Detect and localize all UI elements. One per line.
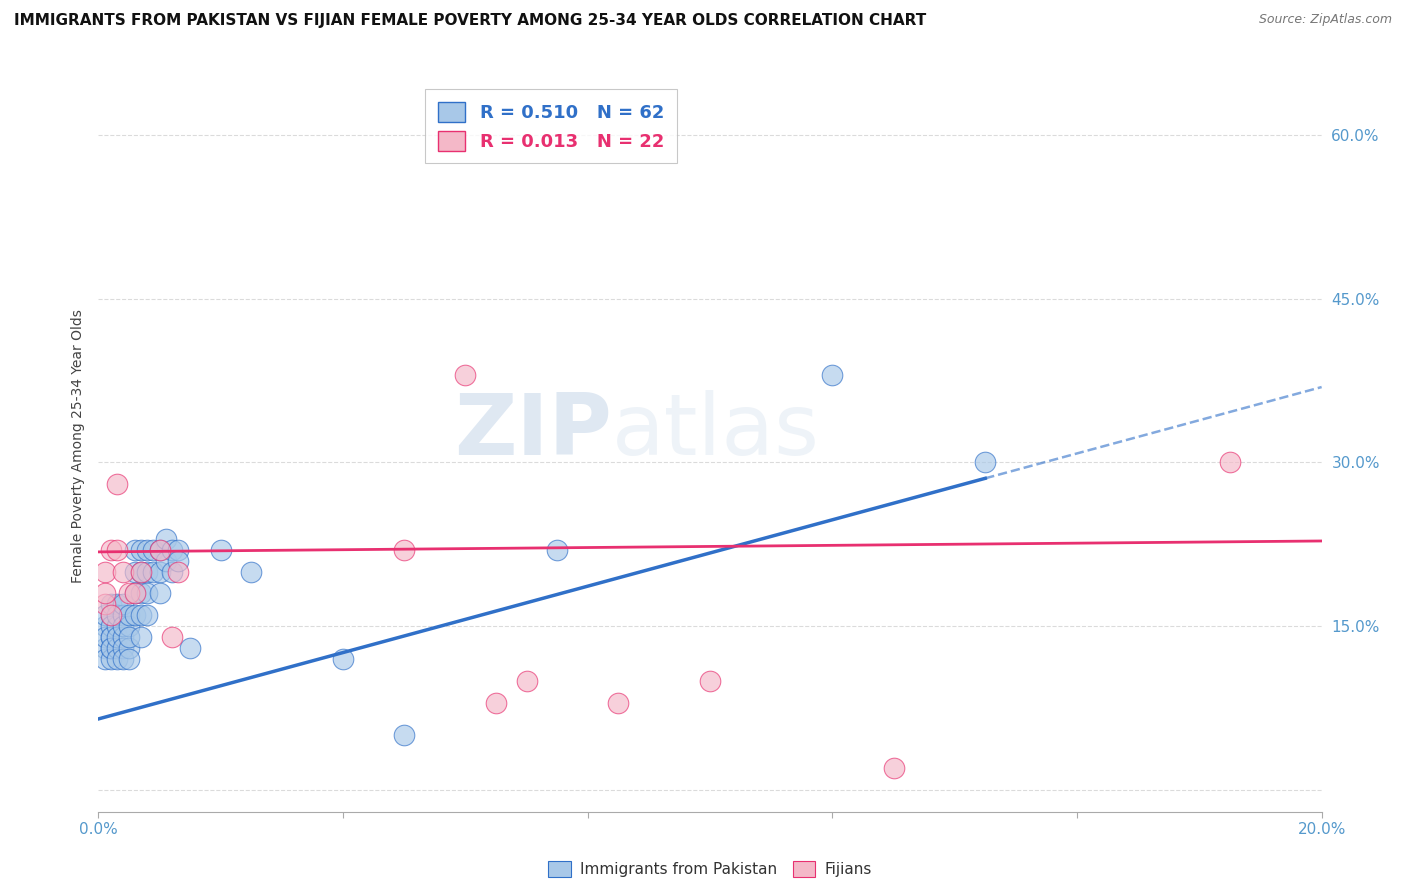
Point — [179, 640, 201, 655]
Point — [93, 640, 115, 655]
Point — [111, 608, 134, 623]
Text: ZIP: ZIP — [454, 390, 612, 473]
Point — [118, 608, 141, 623]
Point — [100, 640, 122, 655]
Point — [124, 586, 146, 600]
Point — [118, 619, 141, 633]
Point — [129, 630, 152, 644]
Point — [124, 586, 146, 600]
Point — [136, 608, 159, 623]
Point — [155, 532, 177, 546]
Point — [100, 640, 122, 655]
Point — [142, 565, 165, 579]
Point — [100, 608, 122, 623]
Point — [974, 455, 997, 469]
Point — [93, 630, 115, 644]
Point — [93, 652, 115, 666]
Point — [111, 619, 134, 633]
Point — [883, 761, 905, 775]
Point — [105, 630, 128, 644]
Y-axis label: Female Poverty Among 25-34 Year Olds: Female Poverty Among 25-34 Year Olds — [70, 309, 84, 583]
Point — [240, 565, 263, 579]
Point — [124, 542, 146, 557]
Point — [167, 565, 190, 579]
Point — [111, 630, 134, 644]
Point — [129, 565, 152, 579]
Point — [124, 608, 146, 623]
Text: atlas: atlas — [612, 390, 820, 473]
Point — [129, 608, 152, 623]
Point — [392, 728, 416, 742]
Point — [149, 565, 172, 579]
Point — [392, 542, 416, 557]
Point — [167, 554, 190, 568]
Point — [149, 542, 172, 557]
Point — [93, 586, 115, 600]
Point — [105, 652, 128, 666]
Point — [699, 673, 721, 688]
Point — [100, 608, 122, 623]
Point — [516, 673, 538, 688]
Point — [149, 586, 172, 600]
Point — [105, 608, 128, 623]
Point — [105, 619, 128, 633]
Point — [136, 542, 159, 557]
Point — [93, 619, 115, 633]
Text: Source: ZipAtlas.com: Source: ZipAtlas.com — [1258, 13, 1392, 27]
Point — [1219, 455, 1241, 469]
Text: IMMIGRANTS FROM PAKISTAN VS FIJIAN FEMALE POVERTY AMONG 25-34 YEAR OLDS CORRELAT: IMMIGRANTS FROM PAKISTAN VS FIJIAN FEMAL… — [14, 13, 927, 29]
Point — [142, 542, 165, 557]
Point — [93, 608, 115, 623]
Point — [111, 652, 134, 666]
Point — [485, 696, 508, 710]
Point — [93, 597, 115, 611]
Legend: Immigrants from Pakistan, Fijians: Immigrants from Pakistan, Fijians — [540, 854, 880, 885]
Point — [118, 640, 141, 655]
Point — [167, 542, 190, 557]
Point — [332, 652, 354, 666]
Point — [136, 565, 159, 579]
Point — [105, 640, 128, 655]
Point — [118, 586, 141, 600]
Point — [118, 630, 141, 644]
Point — [546, 542, 568, 557]
Point — [93, 565, 115, 579]
Point — [118, 652, 141, 666]
Point — [129, 565, 152, 579]
Point — [111, 597, 134, 611]
Point — [821, 368, 844, 382]
Point — [607, 696, 630, 710]
Point — [129, 542, 152, 557]
Point — [100, 652, 122, 666]
Point — [105, 597, 128, 611]
Point — [100, 630, 122, 644]
Point — [160, 565, 183, 579]
Point — [100, 619, 122, 633]
Point — [124, 565, 146, 579]
Point — [100, 630, 122, 644]
Point — [111, 640, 134, 655]
Point — [100, 597, 122, 611]
Point — [155, 554, 177, 568]
Point — [160, 630, 183, 644]
Point — [136, 586, 159, 600]
Point — [160, 542, 183, 557]
Point — [149, 542, 172, 557]
Point — [454, 368, 477, 382]
Point — [209, 542, 232, 557]
Point — [129, 586, 152, 600]
Point — [105, 477, 128, 491]
Point — [111, 565, 134, 579]
Point — [105, 542, 128, 557]
Point — [100, 542, 122, 557]
